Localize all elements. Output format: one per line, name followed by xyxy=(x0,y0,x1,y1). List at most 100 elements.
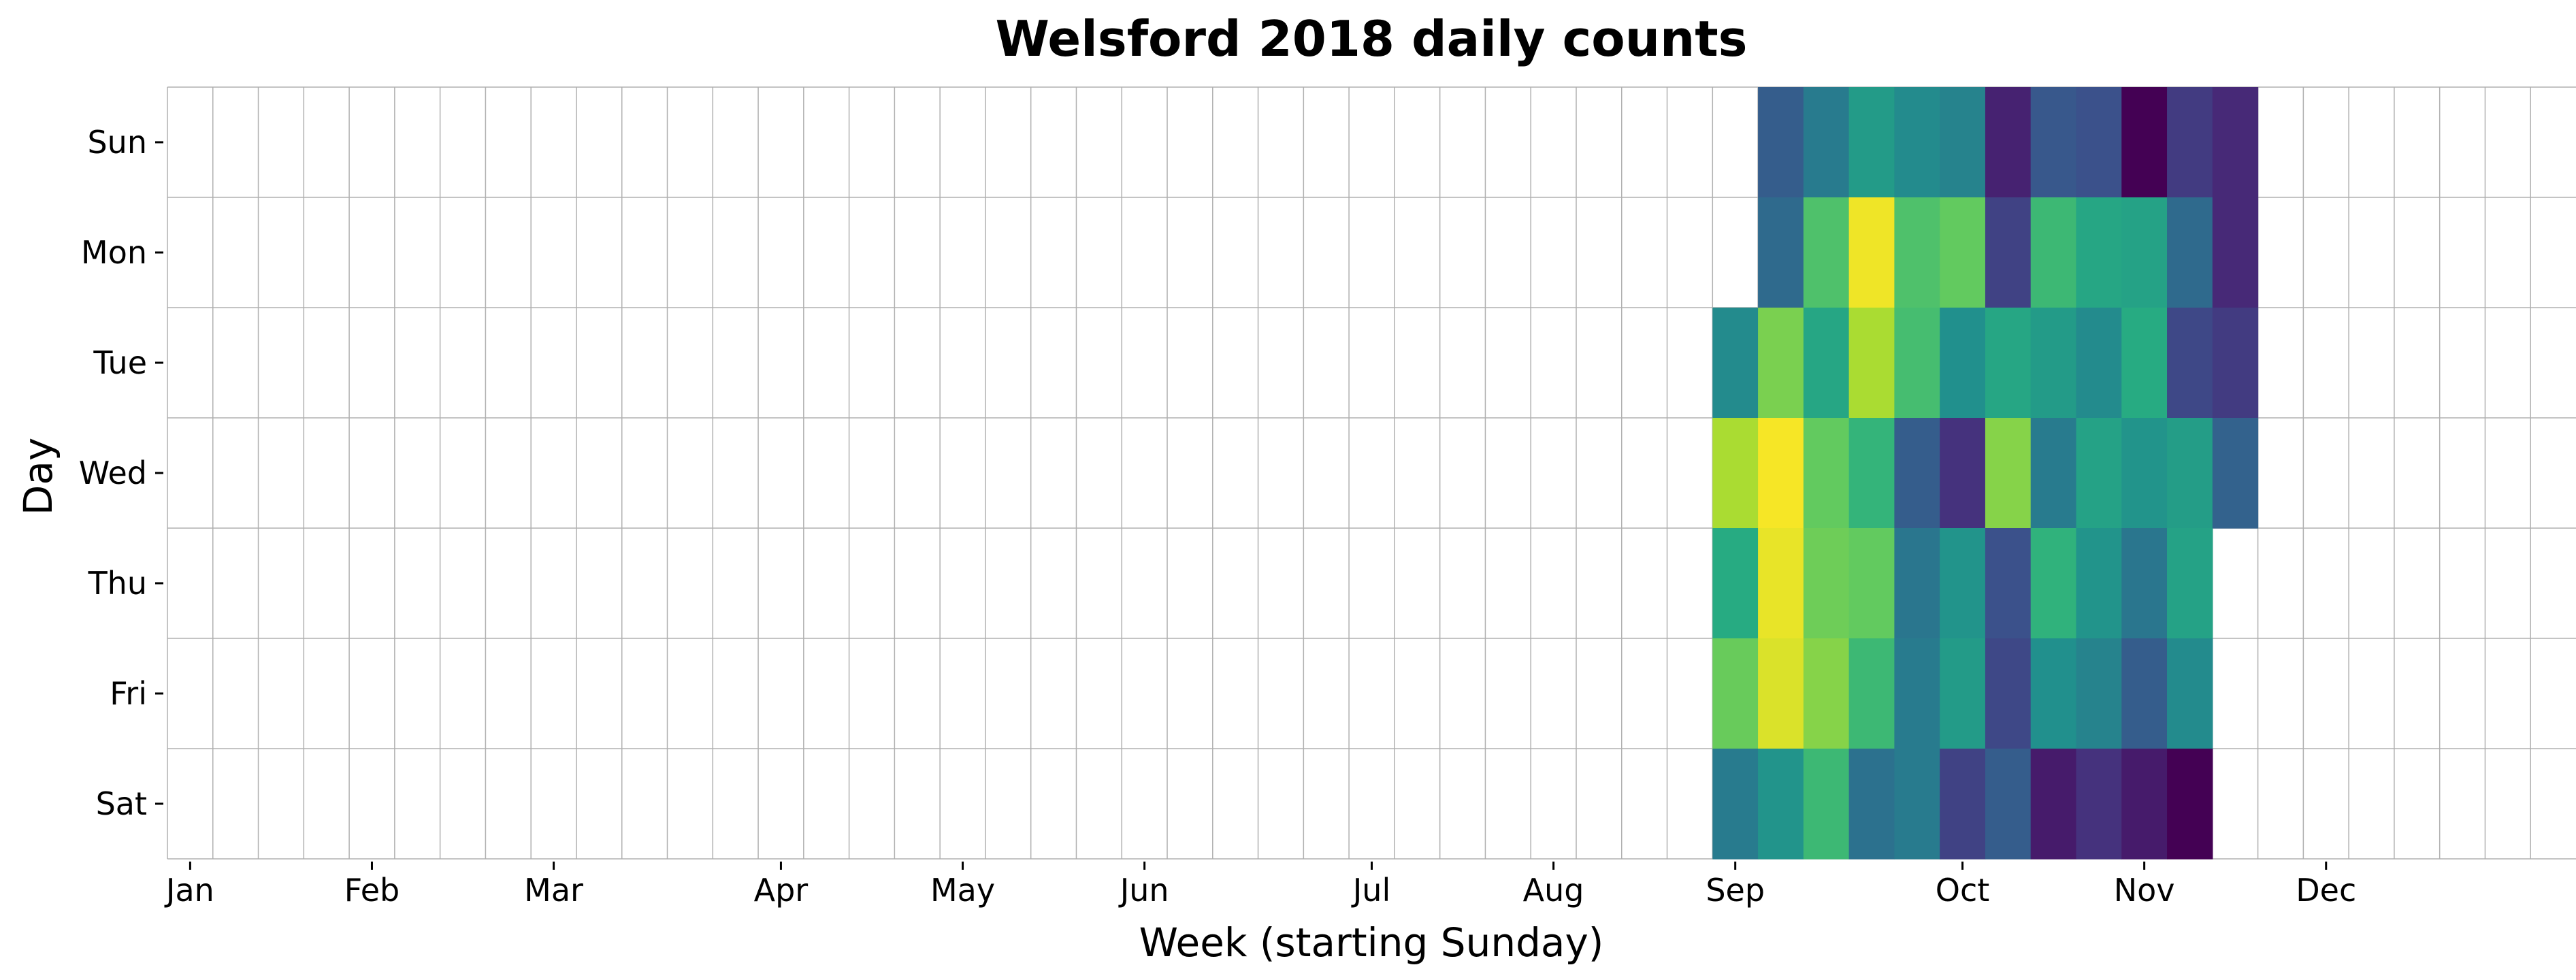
heatmap-cell xyxy=(1758,87,1804,198)
heatmap-cell xyxy=(1894,197,1940,308)
heatmap-cell xyxy=(2167,749,2213,860)
heatmap-cell xyxy=(1894,308,1940,419)
heatmap-cell xyxy=(2121,87,2168,198)
heatmap-cell xyxy=(1985,197,2032,308)
heatmap-cell xyxy=(2121,418,2168,529)
heatmap-cell xyxy=(1758,418,1804,529)
heatmap-cell xyxy=(1712,418,1759,529)
x-axis-label: Week (starting Sunday) xyxy=(1139,919,1604,966)
x-tick-label: Aug xyxy=(1523,872,1584,909)
heatmap-cell xyxy=(1803,87,1850,198)
heatmap-cell xyxy=(1848,749,1895,860)
heatmap-cell xyxy=(2076,418,2122,529)
heatmap-cell xyxy=(1803,308,1850,419)
heatmap-cell xyxy=(1803,197,1850,308)
heatmap-cell xyxy=(2030,197,2077,308)
heatmap-cell xyxy=(1848,308,1895,419)
heatmap-cell xyxy=(1848,528,1895,639)
x-tick-label: Sep xyxy=(1706,872,1765,909)
heatmap-cell xyxy=(1894,528,1940,639)
heatmap-cell xyxy=(1848,197,1895,308)
heatmap-cell xyxy=(2030,87,2077,198)
heatmap-cell xyxy=(2076,638,2122,749)
y-axis: Sun Mon Tue Wed Thu Fri Sat xyxy=(79,124,163,822)
heatmap-cell xyxy=(1758,308,1804,419)
heatmap-cell xyxy=(2030,528,2077,639)
heatmap-cell xyxy=(2121,638,2168,749)
heatmap-cell xyxy=(2121,308,2168,419)
heatmap-cell xyxy=(1940,87,1986,198)
heatmap-cell xyxy=(2076,197,2122,308)
y-tick-label: Tue xyxy=(93,344,147,381)
heatmap-cell xyxy=(1940,749,1986,860)
heatmap-cells xyxy=(1712,87,2259,860)
heatmap-cell xyxy=(1985,638,2032,749)
heatmap-cell xyxy=(1985,749,2032,860)
heatmap-cell xyxy=(2167,197,2213,308)
x-axis: Jan Feb Mar Apr May Jun Jul Aug Sep Oct Nov Dec xyxy=(164,862,2356,909)
heatmap-cell xyxy=(2212,308,2259,419)
heatmap-cell xyxy=(2076,749,2122,860)
heatmap-cell xyxy=(1712,749,1759,860)
heatmap-cell xyxy=(2076,308,2122,419)
chart-title: Welsford 2018 daily counts xyxy=(996,10,1748,67)
y-tick-label: Sat xyxy=(96,785,147,822)
heatmap-cell xyxy=(1712,638,1759,749)
x-tick-label: Nov xyxy=(2114,872,2175,909)
heatmap-cell xyxy=(1940,308,1986,419)
y-tick-label: Mon xyxy=(81,234,147,271)
heatmap-cell xyxy=(2212,197,2259,308)
heatmap-cell xyxy=(1758,528,1804,639)
y-tick-label: Wed xyxy=(79,455,147,491)
x-tick-label: Apr xyxy=(754,872,809,909)
x-tick-label: Oct xyxy=(1936,872,1990,909)
heatmap-cell xyxy=(2030,638,2077,749)
heatmap-cell xyxy=(2121,749,2168,860)
heatmap-cell xyxy=(2030,749,2077,860)
heatmap-cell xyxy=(1848,638,1895,749)
heatmap-cell xyxy=(1758,638,1804,749)
heatmap-cell xyxy=(1803,749,1850,860)
heatmap-cell xyxy=(1758,197,1804,308)
y-axis-label: Day xyxy=(15,438,61,516)
heatmap-cell xyxy=(1940,418,1986,529)
x-tick-label: May xyxy=(930,872,995,909)
heatmap-cell xyxy=(1894,418,1940,529)
y-tick-label: Sun xyxy=(87,124,147,161)
heatmap-cell xyxy=(1940,638,1986,749)
heatmap-cell xyxy=(1803,528,1850,639)
x-tick-label: Feb xyxy=(344,872,400,909)
heatmap-cell xyxy=(2212,87,2259,198)
heatmap-cell xyxy=(2076,87,2122,198)
x-tick-label: Jun xyxy=(1118,872,1169,909)
y-tick-label: Thu xyxy=(88,565,147,602)
heatmap-cell xyxy=(2121,197,2168,308)
heatmap-cell xyxy=(1894,749,1940,860)
heatmap-cell xyxy=(2121,528,2168,639)
x-tick-label: Dec xyxy=(2296,872,2356,909)
heatmap-cell xyxy=(1985,528,2032,639)
heatmap-cell xyxy=(2167,87,2213,198)
heatmap-cell xyxy=(1985,308,2032,419)
heatmap-cell xyxy=(1848,418,1895,529)
heatmap-cell xyxy=(1803,638,1850,749)
heatmap-cell xyxy=(1758,749,1804,860)
heatmap-cell xyxy=(1848,87,1895,198)
heatmap-cell xyxy=(2167,528,2213,639)
heatmap-cell xyxy=(2167,418,2213,529)
heatmap-cell xyxy=(1985,418,2032,529)
heatmap-cell xyxy=(1803,418,1850,529)
heatmap-cell xyxy=(1894,638,1940,749)
x-tick-label: Jul xyxy=(1351,872,1391,909)
heatmap-cell xyxy=(1940,528,1986,639)
heatmap-cell xyxy=(2167,638,2213,749)
y-tick-label: Fri xyxy=(110,675,147,712)
heatmap-cell xyxy=(1712,528,1759,639)
heatmap-cell xyxy=(2030,418,2077,529)
heatmap-cell xyxy=(2076,528,2122,639)
heatmap-cell xyxy=(2030,308,2077,419)
heatmap-cell xyxy=(1712,308,1759,419)
heatmap-cell xyxy=(1940,197,1986,308)
heatmap-cell xyxy=(1985,87,2032,198)
